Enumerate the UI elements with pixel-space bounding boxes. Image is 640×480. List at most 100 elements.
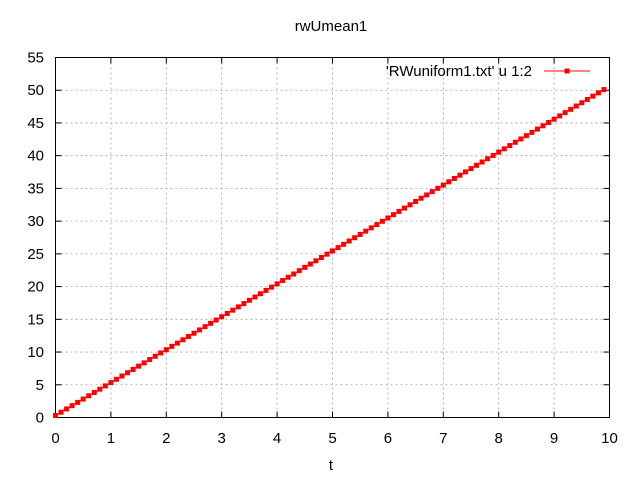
y-tick-label: 25 bbox=[27, 246, 44, 263]
data-point bbox=[402, 205, 408, 211]
data-point bbox=[91, 389, 97, 395]
legend-marker-sample bbox=[564, 68, 570, 74]
legend: 'RWuniform1.txt' u 1:2 bbox=[386, 63, 590, 80]
data-point bbox=[462, 169, 468, 175]
data-point bbox=[540, 123, 546, 129]
data-point bbox=[53, 413, 58, 419]
data-point bbox=[147, 357, 153, 363]
data-point bbox=[257, 291, 263, 297]
x-tick-label: 1 bbox=[107, 430, 115, 447]
data-point bbox=[158, 350, 164, 356]
data-point bbox=[141, 360, 147, 366]
data-point bbox=[363, 228, 369, 234]
y-tick-label: 40 bbox=[27, 148, 44, 165]
data-point bbox=[346, 238, 352, 244]
data-point bbox=[429, 189, 435, 195]
data-point bbox=[307, 261, 313, 267]
data-point bbox=[97, 386, 103, 392]
data-point bbox=[501, 146, 507, 152]
data-point bbox=[102, 383, 108, 389]
plot-frame bbox=[55, 57, 610, 418]
data-point bbox=[191, 330, 197, 336]
data-point bbox=[219, 314, 225, 320]
data-point bbox=[252, 294, 258, 300]
data-point bbox=[213, 317, 219, 323]
data-point bbox=[86, 393, 92, 399]
data-point bbox=[136, 363, 142, 369]
data-point bbox=[335, 245, 341, 251]
x-tick-label: 4 bbox=[273, 430, 281, 447]
data-point bbox=[80, 396, 86, 402]
data-point bbox=[523, 133, 529, 139]
data-point bbox=[474, 162, 480, 168]
data-point bbox=[75, 399, 81, 405]
data-point bbox=[595, 90, 601, 96]
data-point bbox=[457, 172, 463, 178]
data-point bbox=[601, 87, 607, 93]
data-point bbox=[385, 215, 391, 221]
y-tick-label: 30 bbox=[27, 213, 44, 230]
data-point bbox=[274, 281, 280, 287]
data-point bbox=[269, 284, 275, 290]
data-point bbox=[446, 179, 452, 185]
data-point bbox=[235, 304, 241, 310]
data-point bbox=[224, 310, 230, 316]
y-tick-label: 45 bbox=[27, 115, 44, 132]
data-point bbox=[119, 373, 125, 379]
data-point bbox=[413, 199, 419, 205]
data-point bbox=[485, 156, 491, 162]
data-point bbox=[507, 143, 513, 149]
data-point bbox=[518, 136, 524, 142]
data-point bbox=[108, 380, 114, 386]
data-point bbox=[534, 126, 540, 132]
data-point bbox=[246, 297, 252, 303]
data-point bbox=[324, 251, 330, 257]
data-point bbox=[180, 337, 186, 343]
data-point bbox=[341, 241, 347, 247]
x-tick-label: 7 bbox=[439, 430, 447, 447]
data-point bbox=[562, 110, 568, 116]
data-point bbox=[318, 254, 324, 260]
data-point bbox=[396, 208, 402, 214]
data-point bbox=[490, 152, 496, 158]
x-tick-label: 5 bbox=[328, 430, 336, 447]
x-tick-label: 9 bbox=[550, 430, 558, 447]
data-point bbox=[302, 264, 308, 270]
data-point bbox=[546, 120, 552, 125]
data-point bbox=[230, 307, 236, 313]
data-point bbox=[163, 347, 169, 353]
data-point bbox=[368, 225, 374, 231]
data-point bbox=[197, 327, 203, 333]
data-point bbox=[313, 258, 319, 264]
data-point bbox=[296, 268, 302, 274]
data-point bbox=[125, 370, 131, 376]
data-point bbox=[379, 218, 385, 224]
data-point bbox=[58, 409, 64, 415]
x-tick-label: 0 bbox=[51, 430, 59, 447]
data-point bbox=[357, 231, 363, 237]
y-tick-label: 10 bbox=[27, 344, 44, 361]
data-point bbox=[424, 192, 430, 198]
data-point bbox=[568, 106, 574, 112]
data-point bbox=[263, 287, 269, 293]
y-tick-label: 55 bbox=[27, 50, 44, 67]
grid-lines bbox=[55, 57, 610, 418]
y-tick-label: 15 bbox=[27, 311, 44, 328]
x-axis-label: t bbox=[329, 457, 334, 474]
y-tick-labels: 0 5 10 15 20 25 30 35 40 45 50 55 bbox=[27, 50, 44, 427]
x-tick-label: 8 bbox=[495, 430, 503, 447]
data-point bbox=[551, 116, 557, 122]
series-line bbox=[55, 89, 605, 417]
y-tick-label: 0 bbox=[36, 410, 44, 427]
y-tick-label: 35 bbox=[27, 180, 44, 197]
data-point bbox=[435, 185, 441, 191]
data-point bbox=[202, 324, 208, 330]
data-point bbox=[174, 340, 180, 346]
data-point bbox=[291, 271, 297, 277]
legend-label: 'RWuniform1.txt' u 1:2 bbox=[386, 63, 532, 80]
data-point bbox=[374, 222, 380, 228]
x-tick-label: 10 bbox=[601, 430, 618, 447]
y-tick-label: 50 bbox=[27, 82, 44, 99]
data-series bbox=[53, 87, 607, 419]
